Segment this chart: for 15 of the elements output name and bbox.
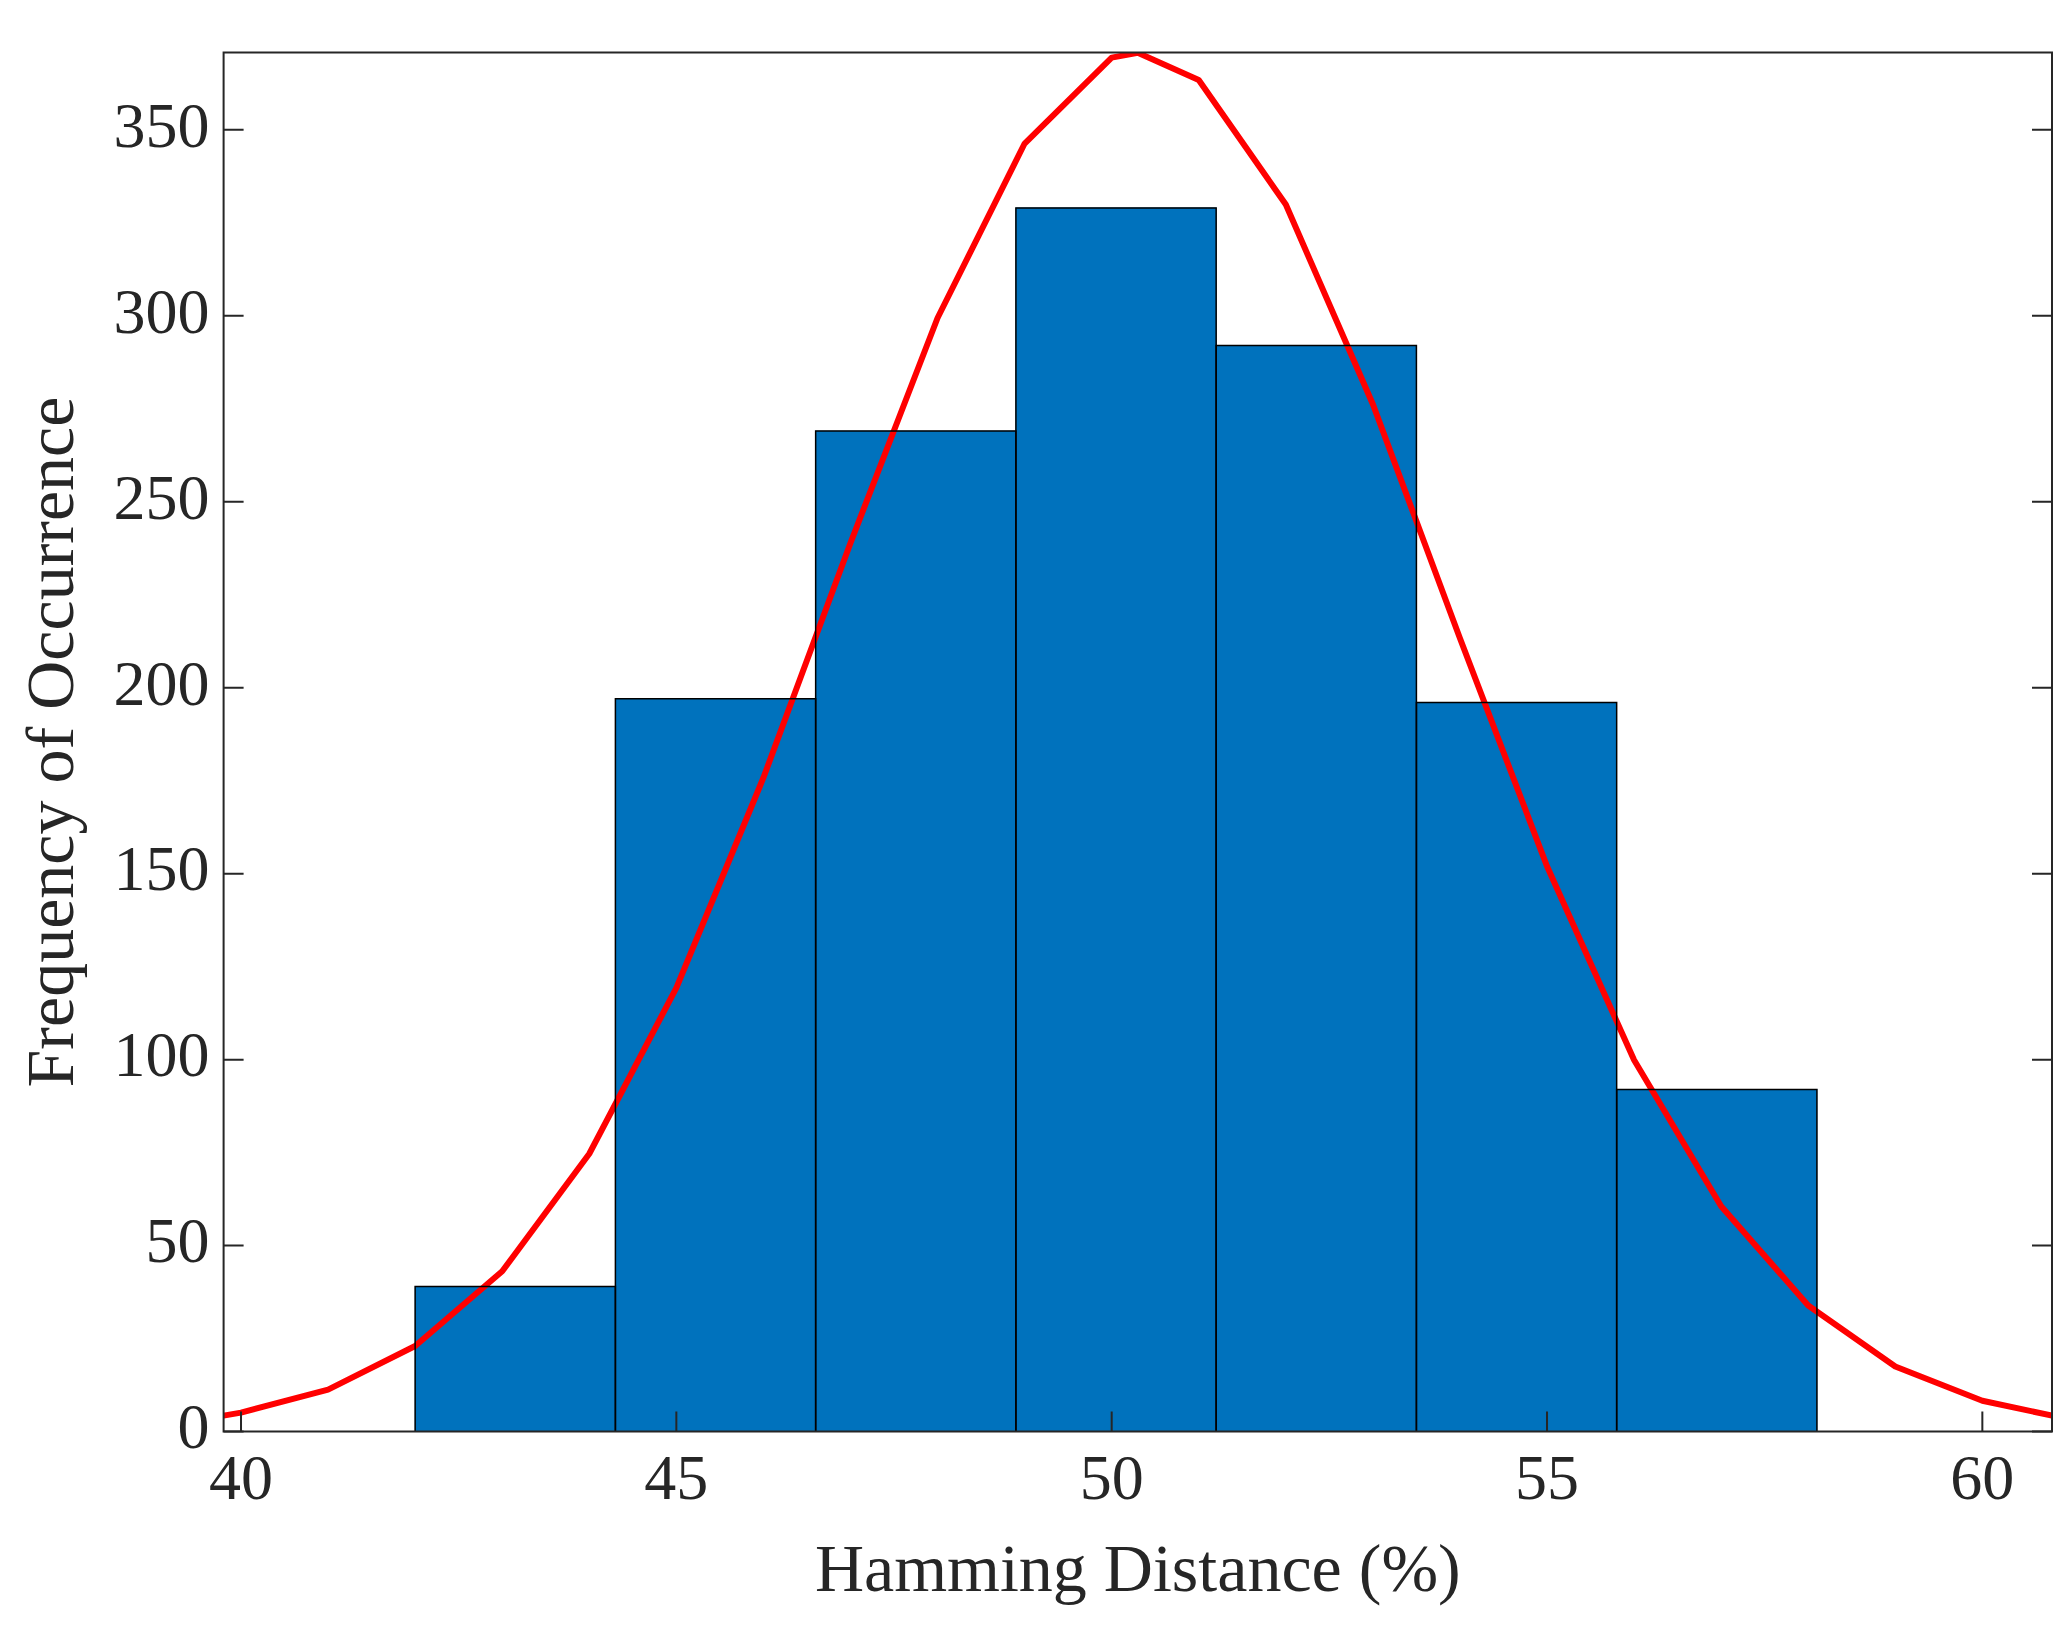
x-tick-label: 50 bbox=[1079, 1441, 1144, 1513]
x-tick-label: 40 bbox=[209, 1441, 274, 1513]
y-tick-label: 100 bbox=[113, 1019, 210, 1091]
x-axis-title: Hamming Distance (%) bbox=[814, 1530, 1461, 1607]
y-tick-label: 50 bbox=[145, 1205, 210, 1277]
y-tick-label: 150 bbox=[113, 833, 210, 905]
y-tick-label: 350 bbox=[113, 89, 210, 161]
y-axis-title: Frequency of Occurrence bbox=[11, 396, 88, 1088]
y-tick-label: 300 bbox=[113, 275, 210, 347]
y-tick-label: 200 bbox=[113, 647, 210, 719]
x-tick-label: 55 bbox=[1515, 1441, 1580, 1513]
y-tick-label: 0 bbox=[177, 1391, 210, 1463]
x-tick-label: 60 bbox=[1950, 1441, 2015, 1513]
y-tick-label: 250 bbox=[113, 461, 210, 533]
x-tick-label: 45 bbox=[644, 1441, 709, 1513]
